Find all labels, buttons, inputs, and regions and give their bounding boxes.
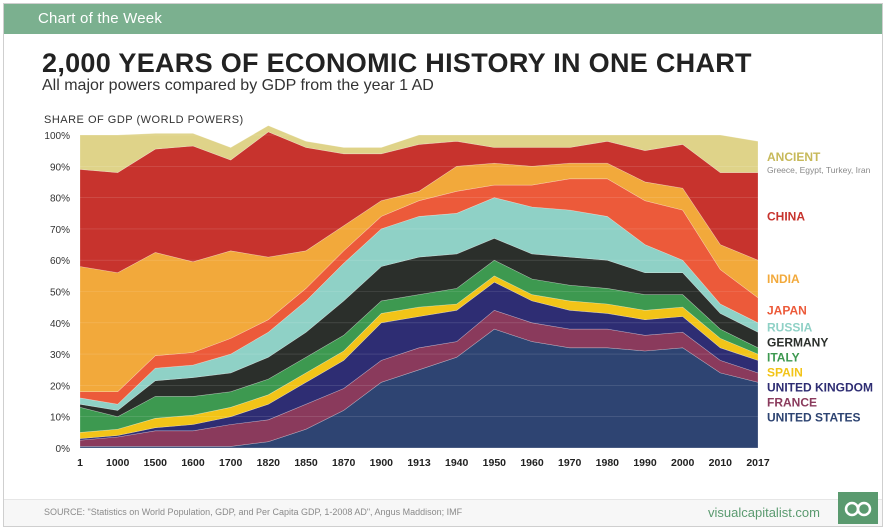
legend-label-united-kingdom: UNITED KINGDOM bbox=[767, 380, 873, 394]
legend-label-germany: GERMANY bbox=[767, 335, 828, 349]
y-tick-label: 40% bbox=[50, 319, 70, 330]
legend-label-italy: ITALY bbox=[767, 350, 800, 364]
legend-sublabel-ancient: Greece, Egypt, Turkey, Iran bbox=[767, 165, 871, 175]
legend-label-united-states: UNITED STATES bbox=[767, 410, 861, 424]
y-tick-label: 70% bbox=[50, 225, 70, 236]
infographic-frame: Chart of the Week 2,000 YEARS OF ECONOMI… bbox=[3, 3, 883, 527]
legend-label-china: CHINA bbox=[767, 209, 805, 223]
y-axis-title: SHARE OF GDP (WORLD POWERS) bbox=[44, 114, 244, 126]
x-tick-label: 1913 bbox=[407, 457, 431, 469]
y-tick-label: 80% bbox=[50, 194, 70, 205]
stacked-area-chart: 0% 10% 20% 30% 40% 50% 60% 70% 80% 90% 100% 1 1000 15… bbox=[44, 125, 873, 469]
x-tick-label: 1850 bbox=[294, 457, 318, 469]
y-tick-label: 50% bbox=[50, 288, 70, 299]
legend-label-spain: SPAIN bbox=[767, 365, 803, 379]
legend-label-russia: RUSSIA bbox=[767, 320, 813, 334]
x-tick-label: 1940 bbox=[445, 457, 469, 469]
y-tick-label: 0% bbox=[56, 444, 71, 455]
area-russia bbox=[79, 197, 759, 411]
page-title: 2,000 YEARS OF ECONOMIC HISTORY IN ONE C… bbox=[42, 48, 752, 78]
x-tick-label: 1900 bbox=[370, 457, 394, 469]
legend-label-india: INDIA bbox=[767, 272, 800, 286]
y-tick-label: 90% bbox=[50, 162, 70, 173]
x-tick-label: 1000 bbox=[106, 457, 130, 469]
x-tick-label: 1960 bbox=[520, 457, 544, 469]
y-tick-label: 100% bbox=[44, 131, 70, 142]
x-tick-label: 1 bbox=[77, 457, 83, 469]
area-france bbox=[79, 309, 759, 447]
page-subtitle: All major powers compared by GDP from th… bbox=[42, 77, 434, 94]
x-tick-label: 1600 bbox=[181, 457, 205, 469]
x-tick-label: 2010 bbox=[709, 457, 733, 469]
x-tick-label: 1990 bbox=[633, 457, 657, 469]
x-tick-label: 1980 bbox=[596, 457, 620, 469]
chart-of-the-week-label: Chart of the Week bbox=[38, 10, 163, 27]
x-tick-label: 1870 bbox=[332, 457, 356, 469]
y-tick-label: 30% bbox=[50, 350, 70, 361]
x-tick-label: 2017 bbox=[746, 457, 770, 469]
area-ancient bbox=[79, 125, 759, 173]
brand-link[interactable]: visualcapitalist.com bbox=[708, 505, 820, 520]
legend-label-ancient: ANCIENT bbox=[767, 150, 821, 164]
y-tick-label: 10% bbox=[50, 413, 70, 424]
x-tick-label: 1970 bbox=[558, 457, 582, 469]
area-spain bbox=[79, 275, 759, 439]
header-bar: Chart of the Week bbox=[4, 4, 882, 34]
footer-bar: SOURCE: "Statistics on World Population,… bbox=[4, 492, 882, 526]
x-tick-label: 1500 bbox=[144, 457, 168, 469]
y-tick-label: 20% bbox=[50, 381, 70, 392]
x-tick-label: 1950 bbox=[483, 457, 507, 469]
x-tick-label: 1700 bbox=[219, 457, 243, 469]
area-china bbox=[79, 131, 759, 274]
visual-capitalist-logo-icon bbox=[838, 492, 878, 524]
legend-label-japan: JAPAN bbox=[767, 303, 807, 317]
area-japan bbox=[79, 178, 759, 405]
x-tick-label: 1820 bbox=[257, 457, 281, 469]
area-united-kingdom bbox=[79, 281, 759, 441]
y-tick-label: 60% bbox=[50, 256, 70, 267]
x-tick-label: 2000 bbox=[671, 457, 695, 469]
source-note: SOURCE: "Statistics on World Population,… bbox=[44, 507, 463, 517]
legend-label-france: FRANCE bbox=[767, 395, 817, 409]
